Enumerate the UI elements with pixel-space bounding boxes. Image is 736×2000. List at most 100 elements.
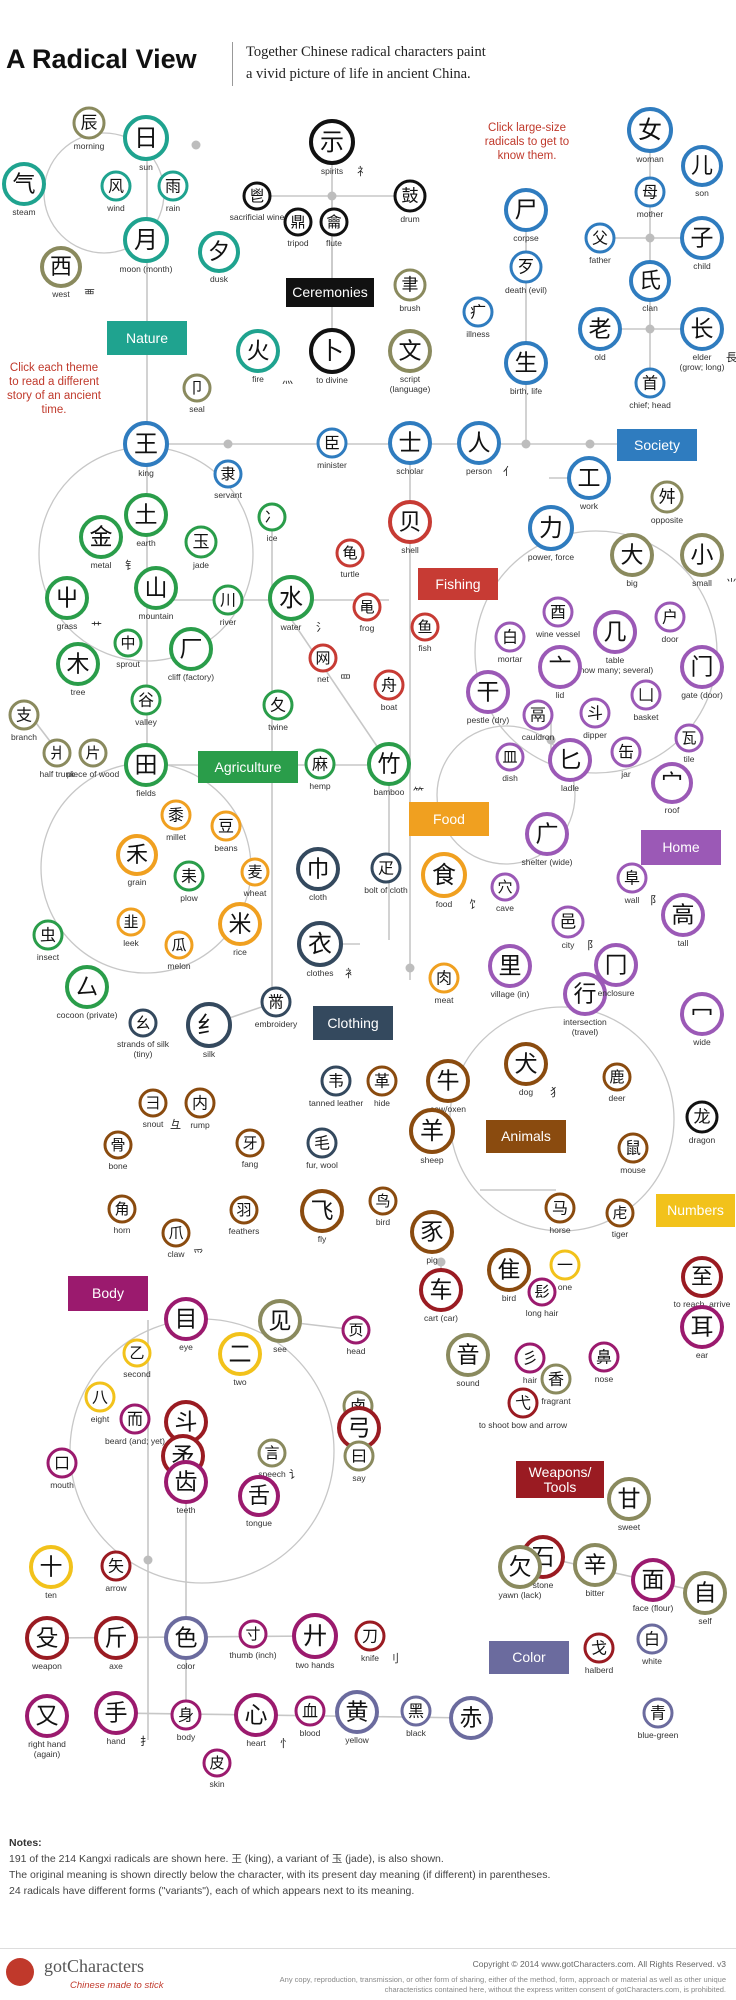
radical-node[interactable]: 殳 weapon — [25, 1616, 69, 1671]
radical-node[interactable]: 皿 dish — [495, 742, 525, 783]
radical-node[interactable]: 寸 thumb (inch) — [229, 1619, 277, 1660]
radical-node[interactable]: 巾 cloth — [296, 847, 340, 902]
radical-node[interactable]: 屮 grass 艹 — [45, 576, 102, 633]
radical-node[interactable]: 页 head — [341, 1315, 371, 1356]
radical-node[interactable]: 夂 twine — [262, 689, 294, 732]
radical-node[interactable]: 大 big — [610, 533, 654, 588]
radical-node[interactable]: 人 person 亻 — [457, 421, 514, 478]
radical-node[interactable]: 爿 half trunk — [40, 738, 76, 779]
radical-node[interactable]: 邑 city 阝 — [551, 905, 598, 952]
radical-node[interactable]: 瓜 melon — [164, 930, 194, 971]
radical-node[interactable]: 亠 lid — [538, 645, 582, 700]
radical-node[interactable]: 氏 clan — [629, 260, 671, 313]
radical-node[interactable]: 皮 skin — [202, 1748, 232, 1789]
radical-node[interactable]: 斤 axe — [94, 1616, 138, 1671]
radical-node[interactable]: 龠 flute — [319, 207, 349, 248]
radical-node[interactable]: 心 heart 忄 — [234, 1693, 291, 1750]
radical-node[interactable]: 水 water 氵 — [268, 575, 327, 634]
theme-weapons[interactable]: Weapons/ Tools — [516, 1461, 604, 1498]
radical-node[interactable]: 犬 dog 犭 — [504, 1042, 561, 1099]
radical-node[interactable]: 日 sun — [123, 115, 169, 172]
radical-node[interactable]: 角 horn — [107, 1194, 137, 1235]
radical-node[interactable]: 十 ten — [29, 1545, 73, 1600]
radical-node[interactable]: 麻 hemp — [304, 748, 336, 791]
radical-node[interactable]: 一 one — [549, 1249, 581, 1292]
theme-color[interactable]: Color — [489, 1641, 569, 1674]
radical-node[interactable]: 贝 shell — [388, 500, 432, 555]
radical-node[interactable]: 言 speech 讠 — [257, 1438, 300, 1481]
radical-node[interactable]: 辛 bitter — [573, 1543, 617, 1598]
radical-node[interactable]: 耒 plow — [173, 860, 205, 903]
radical-node[interactable]: 酉 wine vessel — [535, 596, 580, 639]
radical-node[interactable]: 冂 enclosure — [594, 943, 638, 998]
radical-node[interactable]: 雨 rain — [157, 170, 189, 213]
radical-node[interactable]: 儿 son — [681, 145, 723, 198]
radical-node[interactable]: 牛 cow/oxen — [426, 1059, 470, 1114]
theme-fishing[interactable]: Fishing — [418, 568, 498, 600]
radical-node[interactable]: 白 mortar — [494, 621, 526, 664]
radical-node[interactable]: 尸 corpse — [504, 188, 548, 243]
radical-node[interactable]: 音 sound — [446, 1333, 490, 1388]
theme-ceremonies[interactable]: Ceremonies — [286, 278, 374, 307]
radical-node[interactable]: 长 elder(grow; long)長 — [680, 307, 736, 372]
radical-node[interactable]: 二 two — [218, 1332, 262, 1387]
radical-node[interactable]: 耳 ear — [680, 1305, 724, 1360]
radical-node[interactable]: 疒 illness — [462, 296, 494, 339]
radical-node[interactable]: 车 cart (car) — [419, 1268, 463, 1323]
radical-node[interactable]: 弋 to shoot bow and arrow — [479, 1387, 568, 1430]
radical-node[interactable]: 几 table(how many; several) — [577, 610, 654, 675]
theme-numbers[interactable]: Numbers — [656, 1194, 735, 1227]
theme-home[interactable]: Home — [641, 830, 721, 865]
radical-node[interactable]: 鬲 cauldron — [522, 699, 555, 742]
radical-node[interactable]: 鼓 drum — [393, 179, 427, 224]
radical-node[interactable]: 豆 beans — [210, 810, 242, 853]
theme-society[interactable]: Society — [617, 429, 697, 461]
radical-node[interactable]: 鸟 bird — [368, 1186, 398, 1227]
radical-node[interactable]: 斗 dipper — [579, 697, 611, 740]
radical-node[interactable]: 矢 arrow — [100, 1550, 132, 1593]
radical-node[interactable]: 弓bow — [337, 1406, 381, 1461]
radical-node[interactable]: 风 wind — [100, 170, 132, 213]
radical-node[interactable]: 米 rice — [218, 902, 262, 957]
radical-node[interactable]: 彡 hair — [514, 1342, 546, 1385]
theme-clothing[interactable]: Clothing — [313, 1006, 393, 1040]
radical-node[interactable]: 文 script(language) — [388, 329, 432, 394]
radical-node[interactable]: 鬯 sacrificial wine — [230, 181, 285, 222]
radical-node[interactable]: 黾 frog — [352, 592, 382, 633]
radical-node[interactable]: 乙 second — [122, 1338, 152, 1379]
radical-node[interactable]: 士 scholar — [388, 421, 432, 476]
radical-node[interactable]: 竹 bamboo ⺮ — [367, 742, 424, 799]
radical-node[interactable]: 瓦 tile — [674, 723, 704, 764]
radical-node[interactable]: 马 horse — [544, 1192, 576, 1235]
theme-food[interactable]: Food — [409, 802, 489, 836]
radical-node[interactable]: 见 see — [258, 1299, 302, 1354]
radical-node[interactable]: 牙 fang — [235, 1128, 265, 1169]
radical-node[interactable]: 鼠 mouse — [617, 1132, 649, 1175]
radical-node[interactable]: 辰 morning — [72, 106, 106, 151]
radical-node[interactable]: 龙 dragon — [685, 1100, 719, 1145]
radical-node[interactable]: 舛 opposite — [650, 480, 684, 525]
radical-node[interactable]: 戈 halberd — [583, 1632, 615, 1675]
theme-nature[interactable]: Nature — [107, 321, 187, 355]
radical-node[interactable]: 血 blood — [294, 1695, 326, 1738]
radical-node[interactable]: 飞 fly — [300, 1189, 344, 1244]
radical-node[interactable]: 面 face (flour) — [631, 1558, 675, 1613]
radical-node[interactable]: 玉 jade — [184, 525, 218, 570]
radical-node[interactable]: 生 birth, life — [504, 341, 548, 396]
radical-node[interactable]: 自 self — [683, 1571, 727, 1626]
radical-node[interactable]: 王 king — [123, 421, 169, 478]
radical-node[interactable]: 子 child — [680, 216, 724, 271]
radical-node[interactable]: 龟 turtle — [335, 538, 365, 579]
radical-node[interactable]: 山 mountain — [134, 566, 178, 621]
radical-node[interactable]: 疋 bolt of cloth — [364, 852, 408, 895]
radical-node[interactable]: 刀 knife 刂 — [354, 1620, 399, 1665]
radical-node[interactable]: 廾 two hands — [292, 1613, 338, 1670]
radical-node[interactable]: 宀 roof — [651, 762, 693, 815]
radical-node[interactable]: 韭 leek — [116, 907, 146, 948]
radical-node[interactable]: 又 right hand(again) — [25, 1694, 69, 1759]
radical-node[interactable]: 齿 teeth — [164, 1460, 208, 1515]
radical-node[interactable]: 鼻 nose — [588, 1341, 620, 1384]
radical-node[interactable]: 隶 servant — [213, 459, 243, 500]
radical-node[interactable]: 至 to reach, arrive — [674, 1256, 731, 1309]
theme-animals[interactable]: Animals — [486, 1120, 566, 1153]
